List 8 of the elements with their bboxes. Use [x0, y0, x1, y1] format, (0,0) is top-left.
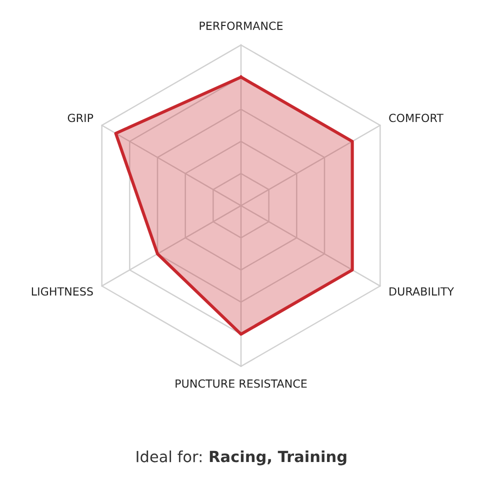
spoke-label: PERFORMANCE: [200, 22, 283, 30]
text: Ideal for:: [136, 450, 202, 462]
spoke-label: PUNCTURE RESISTANCE: [176, 379, 307, 388]
text: Racing, Training: [210, 450, 346, 466]
spoke-label: GRIP: [68, 114, 94, 122]
spoke-label: COMFORT: [389, 114, 444, 122]
spoke-label: LIGHTNESS: [32, 287, 93, 296]
spoke-label: DURABILITY: [390, 287, 454, 296]
